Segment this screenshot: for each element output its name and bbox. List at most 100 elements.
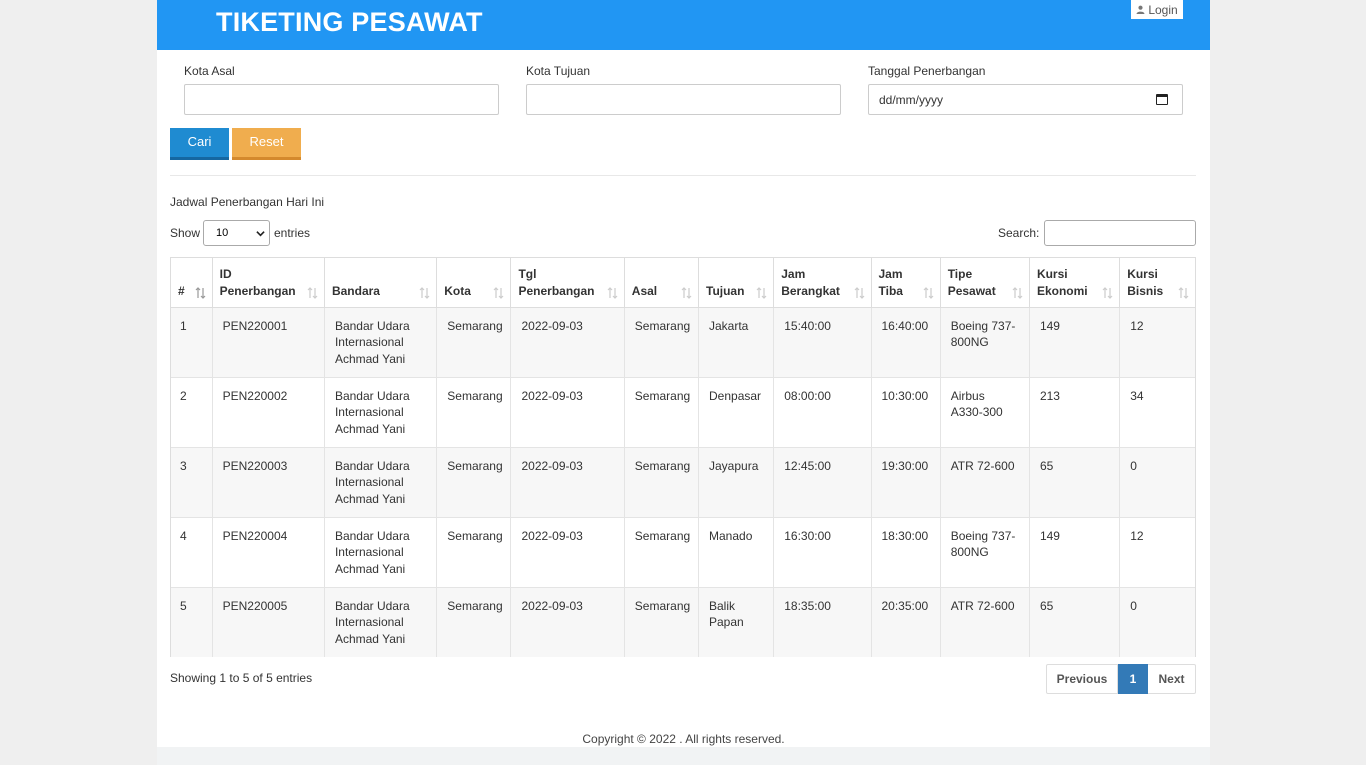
table-cell: Semarang [436,517,512,588]
sort-icon[interactable] [419,286,430,299]
column-header[interactable]: Kursi Ekonomi [1029,258,1121,308]
table-cell: 149 [1029,307,1121,378]
column-header-label: Tujuan [706,266,766,300]
table-cell: 18:35:00 [773,587,872,657]
table-cell: 3 [171,447,213,518]
column-header-text: Jam [878,267,903,281]
column-header-text: Penerbangan [518,284,595,298]
chevron-down-icon [256,231,265,237]
table-cell: 2022-09-03 [510,517,625,588]
flight-table: # ID Penerbangan Bandara Kota Tgl Penerbangan A… [170,257,1196,657]
table-cell: 15:40:00 [773,307,872,378]
column-header-text: Ekonomi [1036,284,1088,298]
column-header[interactable]: Asal [624,258,700,308]
column-header-text: Penerbangan [219,284,296,298]
tanggal-date-input[interactable]: dd/mm/yyyy [868,84,1183,115]
user-icon [1136,5,1145,14]
cari-button[interactable]: Cari [170,128,229,160]
table-row: 5 PEN220005 Bandar Udara Internasional Ach… [171,587,1195,657]
table-cell: 1 [171,307,213,378]
sort-icon[interactable] [1102,286,1113,299]
table-cell: Bandar Udara Internasional Achmad Yani [324,307,438,378]
table-cell: ATR 72-600 [940,587,1030,657]
column-header[interactable]: Kursi Bisnis [1119,258,1195,308]
login-button[interactable]: Login [1131,0,1183,19]
column-header-label: Kursi Bisnis [1127,266,1188,300]
table-cell: 2022-09-03 [510,587,625,657]
table-cell: Bandar Udara Internasional Achmad Yani [324,447,438,518]
table-cell: Semarang [624,517,700,588]
table-cell: 16:30:00 [773,517,872,588]
sort-icon[interactable] [1012,286,1023,299]
sort-icon[interactable] [681,286,692,299]
column-header-label: Kota [444,266,503,300]
column-header-label: # [178,266,205,300]
page-1-button[interactable]: 1 [1118,664,1148,694]
column-header-text: Tipe [947,267,973,281]
search-input[interactable] [1044,220,1196,246]
column-header[interactable]: Tujuan [698,258,775,308]
kota-asal-label: Kota Asal [184,64,235,78]
column-header-label: Kursi Ekonomi [1037,266,1112,300]
entries-select[interactable]: 10 [203,220,270,246]
column-header-text: Kursi [1036,267,1068,281]
login-label: Login [1148,2,1178,17]
table-cell: 18:30:00 [871,517,941,588]
column-header[interactable]: ID Penerbangan [212,258,325,308]
table-cell: 12 [1119,307,1195,378]
table-cell: Semarang [436,587,512,657]
column-header[interactable]: Jam Berangkat [773,258,872,308]
column-header-text: Berangkat [781,284,840,298]
sort-icon[interactable] [493,286,504,299]
table-cell: 65 [1029,447,1121,518]
column-header-text: Tiba [878,284,903,298]
column-header[interactable]: # [171,258,213,308]
column-header-text: Tgl [518,267,537,281]
column-header[interactable]: Bandara [324,258,438,308]
column-header[interactable]: Kota [436,258,512,308]
page-container: TIKETING PESAWAT Login Kota Asal Kota Tu… [157,0,1210,765]
entries-select-value: 10 [216,227,229,239]
column-header-text: ID [219,267,232,281]
column-header[interactable]: Tipe Pesawat [940,258,1030,308]
sort-asc-icon[interactable] [195,286,206,299]
table-cell: Semarang [624,587,700,657]
section-title: Jadwal Penerbangan Hari Ini [170,195,325,209]
previous-page-button[interactable]: Previous [1046,664,1118,694]
table-body: 1 PEN220001 Bandar Udara Internasional Ach… [171,307,1195,657]
table-cell: Bandar Udara Internasional Achmad Yani [324,587,438,657]
column-header-label: Jam Berangkat [781,266,863,300]
reset-button[interactable]: Reset [232,128,301,160]
top-header: TIKETING PESAWAT Login [157,0,1210,50]
column-header-text: Bisnis [1127,284,1164,298]
table-row: 3 PEN220003 Bandar Udara Internasional Ach… [171,447,1195,518]
table-cell: Boeing 737-800NG [940,517,1030,588]
table-cell: PEN220003 [212,447,325,518]
table-cell: Semarang [624,307,700,378]
table-cell: Jayapura [698,447,775,518]
column-header[interactable]: Tgl Penerbangan [510,258,625,308]
sort-icon[interactable] [307,286,318,299]
table-cell: 4 [171,517,213,588]
table-cell: 12 [1119,517,1195,588]
table-cell: 34 [1119,377,1195,448]
sort-icon[interactable] [923,286,934,299]
next-page-button[interactable]: Next [1148,664,1196,694]
footer-bar [157,747,1210,765]
tanggal-label: Tanggal Penerbangan [868,64,986,78]
section-divider [170,175,1196,176]
sort-icon[interactable] [607,286,618,299]
sort-icon[interactable] [756,286,767,299]
column-header[interactable]: Jam Tiba [871,258,941,308]
table-cell: Semarang [624,447,700,518]
kota-asal-input[interactable] [184,84,499,115]
column-header-label: ID Penerbangan [220,266,317,300]
column-header-label: Asal [632,266,691,300]
table-cell: 08:00:00 [773,377,872,448]
table-cell: Semarang [436,307,512,378]
kota-tujuan-input[interactable] [526,84,841,115]
sort-icon[interactable] [1178,286,1189,299]
pagination: Previous 1 Next [1046,664,1196,694]
sort-icon[interactable] [854,286,865,299]
calendar-icon[interactable] [1156,94,1168,105]
